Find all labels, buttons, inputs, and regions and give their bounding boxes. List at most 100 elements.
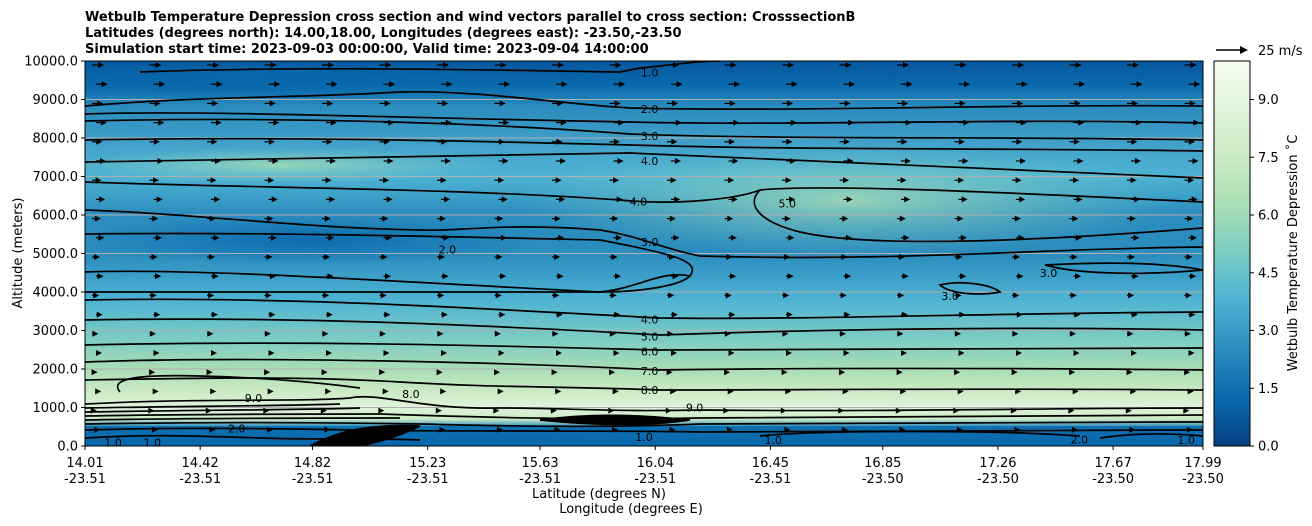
wind-vector-head — [556, 311, 563, 318]
wind-vector-head — [90, 446, 96, 452]
wind-vector-head — [1015, 388, 1022, 395]
wind-vector — [1012, 138, 1023, 145]
wind-vector-head — [442, 273, 449, 280]
wind-vector-head — [668, 292, 675, 299]
wind-vector-head — [92, 330, 99, 337]
wind-vector-head — [1132, 100, 1139, 107]
wind-vector — [954, 292, 962, 299]
wind-vector-head — [96, 138, 103, 145]
wind-vector-head — [957, 388, 964, 395]
wind-vector — [665, 407, 672, 414]
wind-vector-head — [960, 234, 967, 241]
wind-vector-head — [1078, 119, 1085, 126]
wind-vector-head — [443, 62, 449, 68]
contour-line — [1099, 433, 1203, 439]
wind-vector-head — [728, 138, 735, 145]
wind-vector-head — [153, 177, 160, 184]
wind-vector-head — [675, 158, 681, 164]
wind-vector — [781, 369, 788, 376]
wind-vector — [1188, 234, 1197, 241]
wind-vector — [441, 81, 453, 88]
wind-vector — [207, 215, 216, 222]
wind-vector-head — [97, 100, 104, 107]
wind-vector — [608, 407, 615, 414]
x-tick-label-lat: 14.01 — [66, 456, 103, 471]
contour-line — [85, 90, 1203, 110]
wind-vector — [1184, 100, 1196, 107]
wind-vector — [839, 100, 851, 107]
wind-vector-head — [1130, 177, 1137, 184]
wind-vector-head — [724, 330, 731, 337]
wind-vector-head — [330, 119, 337, 126]
wind-vector-head — [444, 196, 451, 203]
title-line-2: Latitudes (degrees north): 14.00,18.00, … — [85, 26, 682, 41]
wind-vector — [609, 369, 616, 376]
quiver-key-label: 25 m/s — [1258, 44, 1303, 59]
wind-vector-head — [98, 62, 104, 68]
wind-vector — [1188, 81, 1201, 88]
wind-vector — [613, 273, 622, 280]
wind-vector — [786, 234, 795, 241]
wind-vector — [209, 426, 216, 433]
wind-vector — [1127, 177, 1137, 184]
wind-vector-head — [842, 215, 849, 222]
wind-vector — [609, 292, 617, 299]
wind-vector-head — [783, 292, 790, 299]
contour-label: 5.0 — [641, 330, 659, 343]
wind-vector-head — [1071, 426, 1078, 433]
wind-vector — [550, 407, 557, 414]
wind-vector-head — [322, 330, 329, 337]
wind-vector-head — [619, 81, 626, 88]
wind-vector-head — [269, 311, 276, 318]
wind-vector — [1125, 446, 1131, 452]
wind-vector-head — [841, 426, 848, 433]
wind-vector-head — [94, 254, 100, 260]
wind-vector — [1069, 330, 1076, 337]
wind-vector-head — [561, 81, 568, 88]
contour-line — [85, 137, 1203, 152]
wind-vector — [839, 138, 850, 145]
wind-vector — [1069, 177, 1080, 184]
wind-vector-head — [613, 350, 620, 356]
wind-vector-head — [329, 196, 336, 203]
wind-vector — [609, 100, 621, 107]
wind-vector-head — [155, 62, 162, 68]
wind-vector — [383, 234, 392, 241]
wind-vector-head — [839, 330, 846, 337]
wind-vector — [1069, 369, 1076, 376]
wind-vector — [383, 196, 393, 203]
wind-vector — [1016, 158, 1026, 164]
wind-vector-head — [155, 273, 162, 280]
wind-vector — [440, 388, 447, 395]
wind-vector — [954, 215, 964, 222]
wind-vector — [670, 388, 677, 395]
wind-vector-head — [498, 138, 505, 145]
wind-vector-head — [211, 311, 218, 318]
wind-vector-head — [550, 407, 557, 414]
wind-vector-head — [838, 446, 844, 452]
wind-vector-head — [1129, 426, 1136, 433]
wind-vector-head — [1133, 62, 1139, 68]
wind-vector-head — [212, 273, 219, 280]
wind-vector — [671, 81, 683, 88]
wind-vector-head — [730, 62, 737, 68]
wind-vector — [264, 254, 273, 260]
wind-vector — [556, 311, 563, 318]
wind-vector-head — [551, 369, 558, 376]
wind-vector-head — [328, 234, 335, 241]
wind-vector-head — [669, 426, 676, 433]
wind-vector-head — [96, 311, 103, 318]
wind-vector — [786, 119, 797, 126]
wind-vector — [728, 158, 739, 164]
wind-vector — [897, 215, 906, 222]
contour-label: 2.0 — [1071, 433, 1089, 446]
wind-vector — [1127, 100, 1139, 107]
wind-vector-head — [1189, 311, 1196, 318]
wind-vector-head — [1017, 273, 1024, 280]
wind-vector-head — [1075, 62, 1082, 68]
wind-vector-head — [389, 81, 396, 88]
contour-label: 8.0 — [402, 388, 420, 401]
contour-line — [938, 282, 1002, 295]
wind-vector — [441, 350, 447, 356]
wind-vector-head — [1073, 350, 1080, 356]
